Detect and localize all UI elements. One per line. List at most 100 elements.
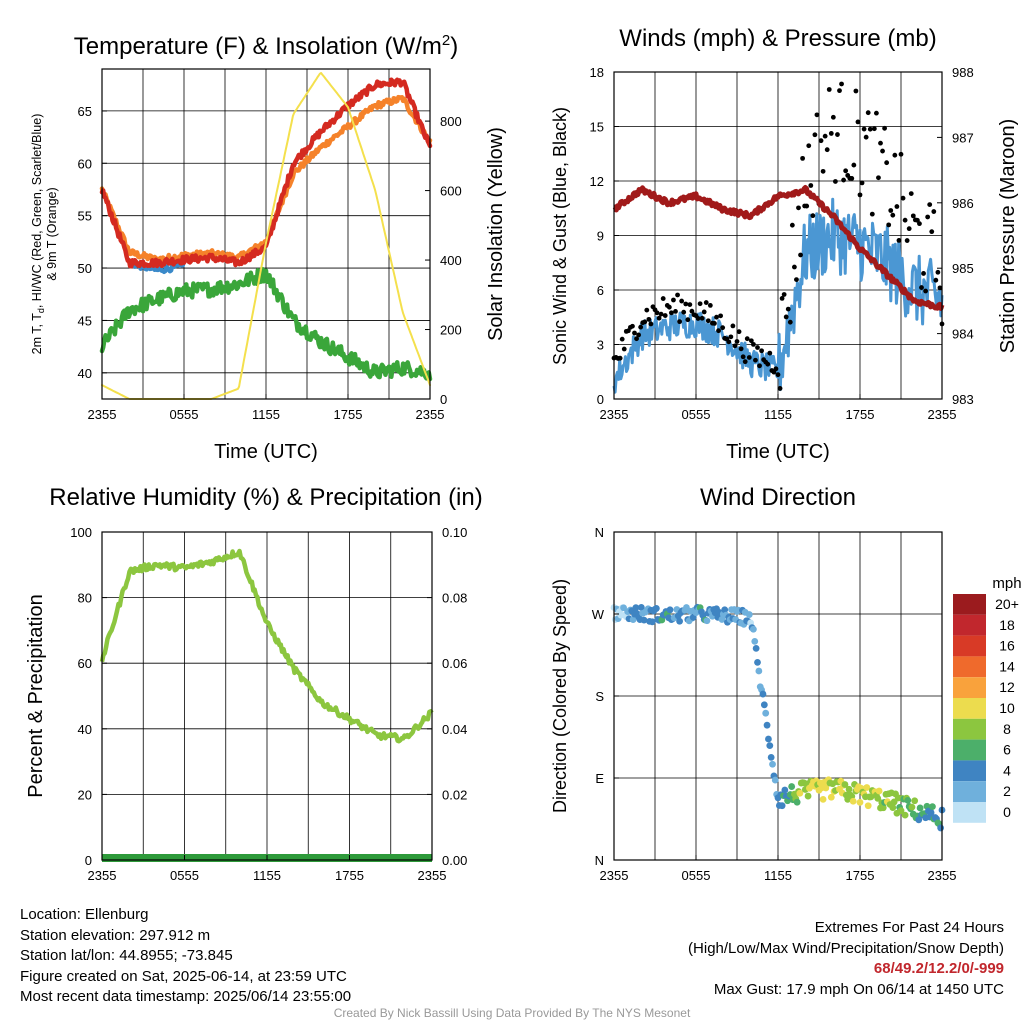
direction-point (771, 776, 779, 784)
gust-point (865, 110, 871, 116)
gust-point (785, 306, 791, 312)
gust-point (751, 341, 756, 347)
gust-point (779, 295, 785, 301)
y2-tick-label: 0.08 (442, 591, 467, 606)
colorbar-swatch (953, 718, 986, 740)
y-tick-label: 45 (78, 313, 92, 328)
series-pressure-line (612, 185, 945, 311)
x-tick-label: 1755 (334, 407, 363, 422)
direction-point (827, 793, 835, 801)
gust-point (656, 315, 662, 321)
direction-point (804, 792, 812, 800)
y-tick-label: W (592, 607, 605, 622)
gust-point (923, 288, 928, 294)
direction-point (769, 760, 776, 768)
y-tick-label: 12 (590, 174, 604, 189)
gust-point (824, 147, 830, 153)
humidity-panel: Relative Humidity (%) & Precipitation (i… (25, 484, 483, 883)
gust-point (837, 88, 842, 94)
gust-point (718, 313, 723, 319)
gust-point (642, 319, 648, 325)
x-tick-label: 0555 (682, 868, 711, 883)
gust-point (874, 110, 879, 116)
temperature-y-axis-label-line1: 2m T, Td, HI/WC (Red, Green, Scarlet/Blu… (30, 114, 46, 355)
y-tick-label: 50 (78, 261, 92, 276)
gust-point (806, 143, 812, 149)
gust-point (878, 140, 883, 146)
direction-point (822, 784, 830, 792)
direction-point (875, 787, 883, 795)
colorbar-label: 0 (1003, 804, 1011, 820)
gust-point (880, 148, 885, 154)
x-tick-label: 0555 (170, 868, 199, 883)
gust-point (822, 133, 828, 139)
gust-point (828, 131, 834, 136)
temperature-y2-axis-label: Solar Insolation (Yellow) (485, 127, 507, 341)
gust-point (882, 125, 887, 131)
direction-point (879, 804, 887, 812)
direction-point (796, 789, 804, 797)
colorbar-swatch (953, 614, 986, 636)
direction-point (751, 637, 759, 645)
gust-point (707, 302, 713, 308)
y2-tick-label: 0 (440, 392, 447, 407)
direction-point (845, 785, 853, 793)
y-tick-label: 65 (78, 104, 92, 119)
winds-y-axis-label: Sonic Wind & Gust (Blue, Black) (550, 107, 570, 365)
x-tick-label: 0555 (170, 407, 199, 422)
max-gust: Max Gust: 17.9 mph On 06/14 at 1450 UTC (713, 980, 1004, 998)
y-tick-label: 60 (78, 156, 92, 171)
gust-point (919, 285, 924, 290)
y-tick-label: 0 (597, 392, 604, 407)
y-tick-label: S (595, 689, 604, 704)
gust-point (646, 316, 652, 322)
y-tick-label: 40 (78, 366, 92, 381)
gust-point (835, 132, 840, 137)
y-tick-label: 15 (590, 120, 604, 135)
y2-tick-label: 200 (440, 323, 462, 338)
direction-point (750, 625, 757, 633)
direction-point (915, 816, 923, 824)
direction-point (745, 611, 753, 618)
gust-point (867, 126, 873, 132)
gust-point (730, 323, 736, 329)
humidity-y-axis-label: Percent & Precipitation (25, 594, 47, 797)
y-tick-label: N (595, 525, 604, 540)
direction-point (763, 721, 771, 729)
speed-colorbar: 20+ 18 16 14 12 10 8 6 4 2 0 (953, 594, 1019, 823)
direction-point (874, 795, 882, 802)
gust-point (753, 357, 758, 363)
y-tick-label: N (595, 853, 604, 868)
gust-point (810, 213, 816, 219)
x-tick-label: 2355 (88, 407, 117, 422)
gust-point (826, 87, 832, 92)
gust-point (855, 119, 861, 125)
colorbar-label: 8 (1003, 721, 1011, 737)
temperature-panel: Temperature (F) & Insolation (W/m2) 2355… (30, 32, 507, 463)
gust-point (937, 285, 943, 291)
colorbar-swatch (953, 656, 986, 678)
direction-point (856, 798, 864, 806)
colorbar-label: 4 (1003, 762, 1011, 778)
gust-point (796, 205, 801, 211)
direction-point (676, 617, 683, 625)
y2-tick-label: 988 (952, 65, 974, 80)
gust-point (910, 213, 916, 219)
x-tick-label: 2355 (88, 868, 117, 883)
gust-point (896, 237, 902, 243)
gust-point (740, 354, 746, 360)
direction-point (788, 783, 796, 790)
gust-point (898, 151, 904, 157)
direction-point (755, 667, 763, 675)
gust-point (705, 318, 711, 324)
gust-point (890, 212, 896, 218)
gust-point (658, 311, 664, 317)
gust-point (888, 208, 894, 213)
direction-point (864, 802, 872, 810)
winds-y2-axis-label: Station Pressure (Maroon) (997, 119, 1019, 354)
y-tick-label: 18 (590, 65, 604, 80)
direction-point (929, 803, 936, 811)
x-tick-label: 1155 (764, 868, 792, 883)
gust-point (681, 309, 687, 315)
gust-point (662, 313, 668, 318)
